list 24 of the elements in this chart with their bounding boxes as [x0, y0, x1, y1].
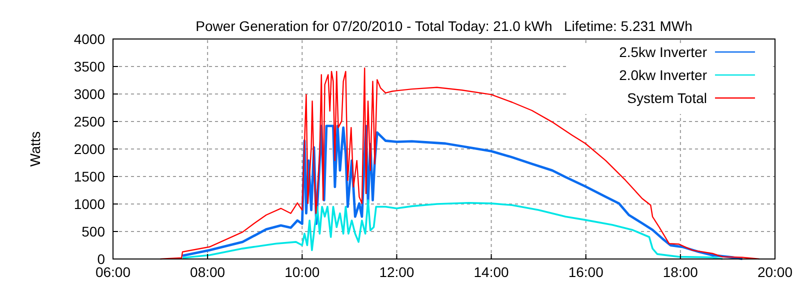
- x-tick-label: 14:00: [474, 264, 510, 280]
- x-tick-label: 10:00: [284, 264, 320, 280]
- x-tick-label: 06:00: [95, 264, 131, 280]
- y-tick-label: 4000: [74, 31, 106, 47]
- chart-title: Power Generation for 07/20/2010 - Total Today: 21.0 kWh Lifetime: 5.231 MWh: [196, 18, 692, 34]
- y-tick-label: 0: [97, 251, 106, 267]
- legend-label: 2.0kw Inverter: [619, 67, 708, 83]
- x-tick-label: 18:00: [662, 264, 698, 280]
- legend-label: 2.5kw Inverter: [619, 44, 708, 60]
- y-tick-label: 1000: [74, 196, 106, 212]
- x-tick-label: 08:00: [190, 264, 226, 280]
- line-series: [181, 124, 744, 260]
- y-tick-label: 1500: [74, 168, 106, 184]
- y-tick-label: 3000: [74, 86, 106, 102]
- line-series: [182, 199, 724, 260]
- y-tick-label: 500: [82, 224, 106, 240]
- y-axis-title: Watts: [27, 131, 43, 167]
- legend-label: System Total: [627, 90, 707, 106]
- x-tick-label: 20:00: [757, 264, 793, 280]
- y-tick-label: 3500: [74, 58, 106, 74]
- y-tick-label: 2500: [74, 114, 106, 130]
- y-tick-label: 2000: [74, 141, 106, 157]
- x-tick-label: 16:00: [568, 264, 604, 280]
- x-tick-label: 12:00: [379, 264, 414, 280]
